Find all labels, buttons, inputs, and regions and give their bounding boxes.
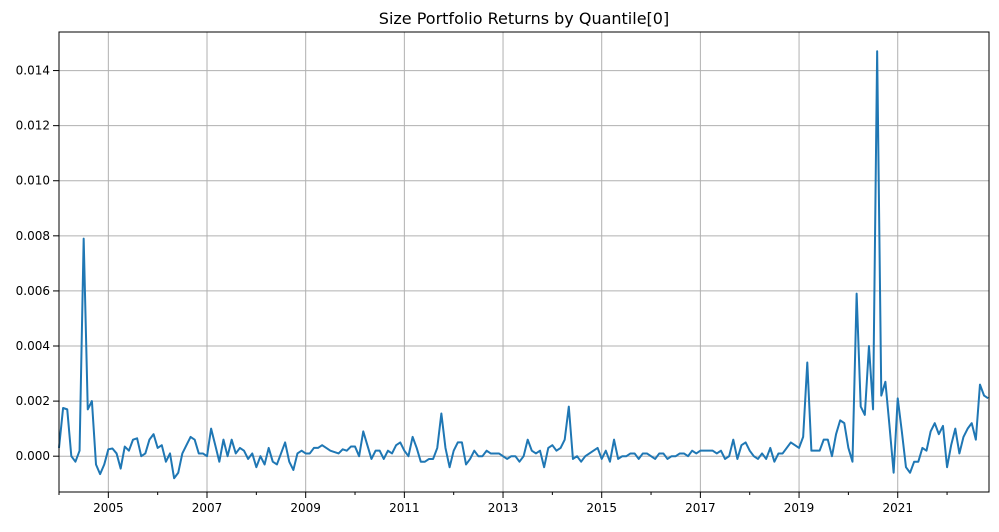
x-tick-label: 2021 xyxy=(882,501,913,515)
y-tick-label: 0.014 xyxy=(16,64,50,78)
y-tick-label: 0.002 xyxy=(16,394,50,408)
x-tick-label: 2009 xyxy=(290,501,321,515)
x-tick-label: 2017 xyxy=(685,501,716,515)
x-tick-label: 2011 xyxy=(389,501,420,515)
x-tick-label: 2015 xyxy=(586,501,617,515)
y-tick-label: 0.008 xyxy=(16,229,50,243)
y-tick-label: 0.004 xyxy=(16,339,50,353)
series-line xyxy=(58,50,989,480)
x-tick-label: 2007 xyxy=(192,501,223,515)
y-tick-label: 0.000 xyxy=(16,449,50,463)
chart-title: Size Portfolio Returns by Quantile[0] xyxy=(379,9,669,28)
y-tick-label: 0.010 xyxy=(16,174,50,188)
x-tick-label: 2005 xyxy=(93,501,124,515)
x-axis-ticks: 2005 2007 2009 2011 2013 2015 2017 2019 2021 xyxy=(93,492,913,515)
x-tick-label: 2019 xyxy=(784,501,815,515)
y-tick-label: 0.012 xyxy=(16,119,50,133)
plot-frame xyxy=(58,31,990,493)
x-tick-label: 2013 xyxy=(488,501,519,515)
y-tick-label: 0.006 xyxy=(16,284,50,298)
y-axis-ticks: 0.000 0.002 0.004 0.006 0.008 0.010 0.012 0.014 xyxy=(16,64,59,463)
